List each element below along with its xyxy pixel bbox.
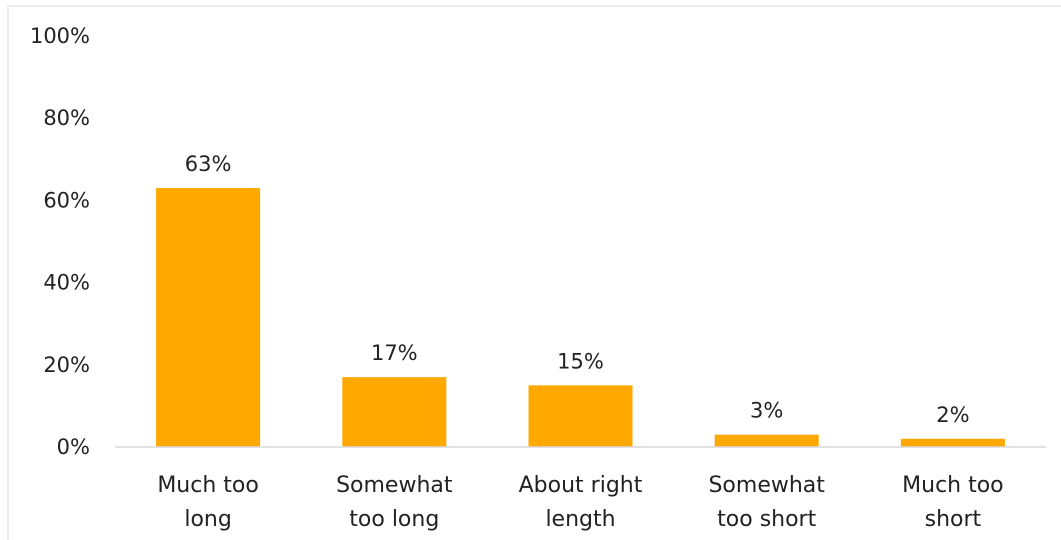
x-tick-label-line: too long <box>349 507 439 532</box>
data-label: 63% <box>185 152 232 176</box>
y-tick-label: 100% <box>30 24 90 48</box>
data-label: 15% <box>557 349 604 373</box>
data-label: 17% <box>371 341 418 365</box>
x-tick-label-line: About right <box>519 473 643 498</box>
y-tick-label: 80% <box>43 106 90 130</box>
y-tick-label: 40% <box>43 271 90 295</box>
x-tick-label: About right length <box>519 473 643 532</box>
bar <box>714 434 819 447</box>
x-tick-label: Somewhat too long <box>336 473 453 532</box>
x-tick-label-line: Somewhat <box>708 473 825 498</box>
x-tick-label-line: Somewhat <box>336 473 453 498</box>
x-axis-category-labels: Much too long Somewhat too long About right l… <box>157 473 1003 532</box>
x-tick-label-line: Much too <box>902 473 1004 498</box>
bar <box>900 438 1005 447</box>
y-tick-label: 20% <box>43 353 90 377</box>
x-tick-label-line: length <box>545 507 615 532</box>
data-label: 3% <box>750 399 783 423</box>
bar <box>342 377 447 447</box>
x-tick-label-line: too short <box>717 507 816 532</box>
x-tick-label-line: long <box>184 507 231 532</box>
x-tick-label: Much too long <box>157 473 259 532</box>
x-tick-label: Much too short <box>902 473 1004 532</box>
x-tick-label: Somewhat too short <box>708 473 825 532</box>
data-label: 2% <box>936 403 969 427</box>
x-tick-label-line: Much too <box>157 473 259 498</box>
data-labels: 63% 17% 15% 3% 2% <box>185 152 970 427</box>
bar <box>528 385 633 447</box>
y-axis-tick-labels: 0% 20% 40% 60% 80% 100% <box>30 24 90 459</box>
y-tick-label: 60% <box>43 188 90 212</box>
y-tick-label: 0% <box>57 435 90 459</box>
bars <box>156 188 1005 447</box>
bar <box>156 188 261 447</box>
x-tick-label-line: short <box>925 507 982 532</box>
